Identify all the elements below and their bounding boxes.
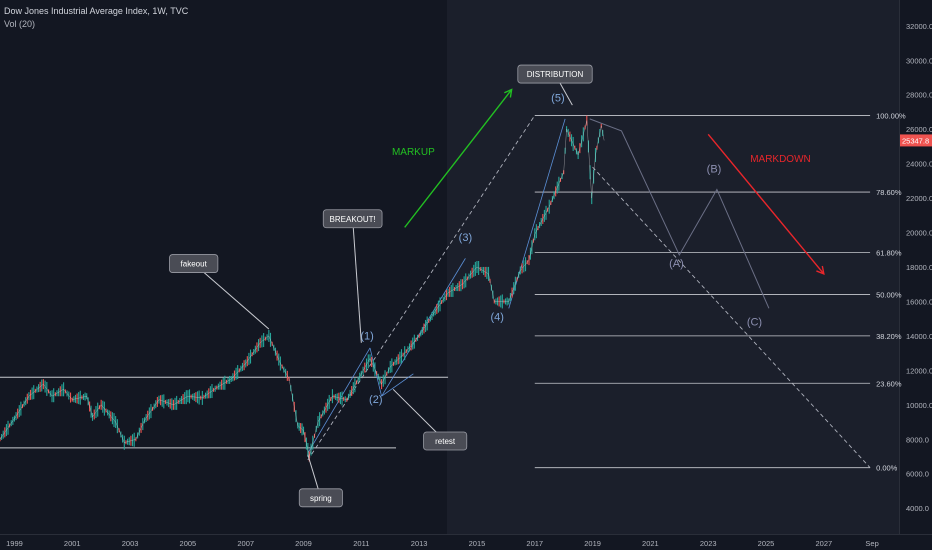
- callout-label: retest: [435, 437, 456, 446]
- y-tick-label: 20000.0: [906, 229, 932, 238]
- channel-line[interactable]: [381, 373, 414, 397]
- markup-arrow-head: [504, 88, 513, 98]
- y-tick-label: 4000.0: [906, 504, 929, 513]
- markup-arrow[interactable]: [404, 89, 513, 228]
- callout-label: spring: [310, 494, 332, 503]
- callout-label: DISTRIBUTION: [527, 70, 584, 79]
- x-tick-label: 1999: [6, 539, 23, 548]
- callout-label: fakeout: [181, 260, 208, 269]
- x-tick-label: 2017: [526, 539, 543, 548]
- fib-level-label: 38.20%: [876, 332, 902, 341]
- phase-label: MARKDOWN: [750, 154, 811, 165]
- wave-label: (A): [669, 258, 684, 270]
- phase-label: MARKUP: [392, 147, 435, 158]
- callout-box[interactable]: [423, 431, 468, 451]
- last-price-label: 25347.8: [902, 136, 929, 145]
- y-tick-label: 26000.0: [906, 125, 932, 134]
- y-tick-label: 32000.0: [906, 22, 932, 31]
- callout-pointer: [352, 218, 362, 343]
- markup-dashed-trend[interactable]: [307, 115, 536, 461]
- x-tick-label: 2025: [758, 539, 775, 548]
- callout-box[interactable]: [298, 488, 343, 508]
- x-tick-label: 2011: [353, 539, 369, 548]
- y-tick-label: 10000.0: [906, 401, 932, 410]
- wave-label: (5): [551, 93, 564, 105]
- x-tick-label: 2019: [584, 539, 601, 548]
- x-tick-label: 2005: [180, 539, 197, 548]
- y-tick-label: 16000.0: [906, 297, 932, 306]
- projected-abc-path[interactable]: [589, 118, 770, 309]
- price-line: [0, 120, 605, 457]
- x-tick-label: Sep: [865, 539, 878, 548]
- indicator-label: Vol (20): [4, 19, 36, 29]
- x-tick-label: 2003: [122, 539, 139, 548]
- callout-box[interactable]: [517, 64, 593, 84]
- fib-level-label: 61.80%: [876, 248, 902, 257]
- y-tick-label: 18000.0: [906, 263, 932, 272]
- fib-level-label: 78.60%: [876, 188, 902, 197]
- callout-box[interactable]: [322, 209, 383, 229]
- y-tick-label: 24000.0: [906, 160, 932, 169]
- y-tick-label: 12000.0: [906, 366, 932, 375]
- x-tick-label: 2013: [411, 539, 428, 548]
- markdown-dashed-trend[interactable]: [592, 166, 871, 468]
- x-tick-label: 2001: [64, 539, 81, 548]
- markdown-arrow[interactable]: [707, 133, 825, 275]
- callout-label: BREAKOUT!: [330, 215, 376, 224]
- fib-level-label: 23.60%: [876, 379, 902, 388]
- callout-box[interactable]: [169, 254, 219, 273]
- x-tick-label: 2015: [469, 539, 486, 548]
- wave-2-line[interactable]: [369, 347, 382, 397]
- last-price-badge: [900, 134, 932, 147]
- x-tick-label: 2007: [237, 539, 254, 548]
- y-tick-label: 6000.0: [906, 470, 929, 479]
- fib-level-label: 50.00%: [876, 291, 902, 300]
- wave-label: (4): [490, 311, 503, 323]
- x-tick-label: 2023: [700, 539, 717, 548]
- y-tick-label: 30000.0: [906, 56, 932, 65]
- fib-level-label: 0.00%: [876, 464, 898, 473]
- callout-pointer: [193, 263, 270, 330]
- wave-label: (1): [360, 330, 373, 342]
- x-tick-label: 2027: [815, 539, 832, 548]
- y-tick-label: 28000.0: [906, 91, 932, 100]
- x-tick-label: 2021: [642, 539, 659, 548]
- x-tick-label: 2009: [295, 539, 312, 548]
- fib-level-label: 100.00%: [876, 111, 906, 120]
- wave-label: (3): [459, 232, 472, 244]
- y-tick-label: 14000.0: [906, 332, 932, 341]
- y-tick-label: 22000.0: [906, 194, 932, 203]
- wave-label: (C): [747, 317, 762, 329]
- chart-title: Dow Jones Industrial Average Index, 1W, …: [4, 6, 189, 16]
- y-tick-label: 8000.0: [906, 435, 929, 444]
- wave-label: (B): [707, 163, 722, 175]
- wave-label: (2): [369, 394, 382, 406]
- markdown-arrow-head: [816, 265, 825, 276]
